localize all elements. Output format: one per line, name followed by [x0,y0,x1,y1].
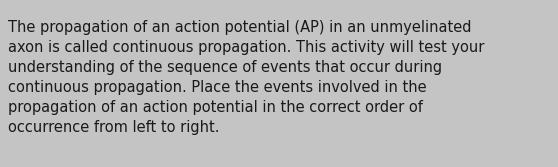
Text: The propagation of an action potential (AP) in an unmyelinated
axon is called co: The propagation of an action potential (… [8,20,485,135]
